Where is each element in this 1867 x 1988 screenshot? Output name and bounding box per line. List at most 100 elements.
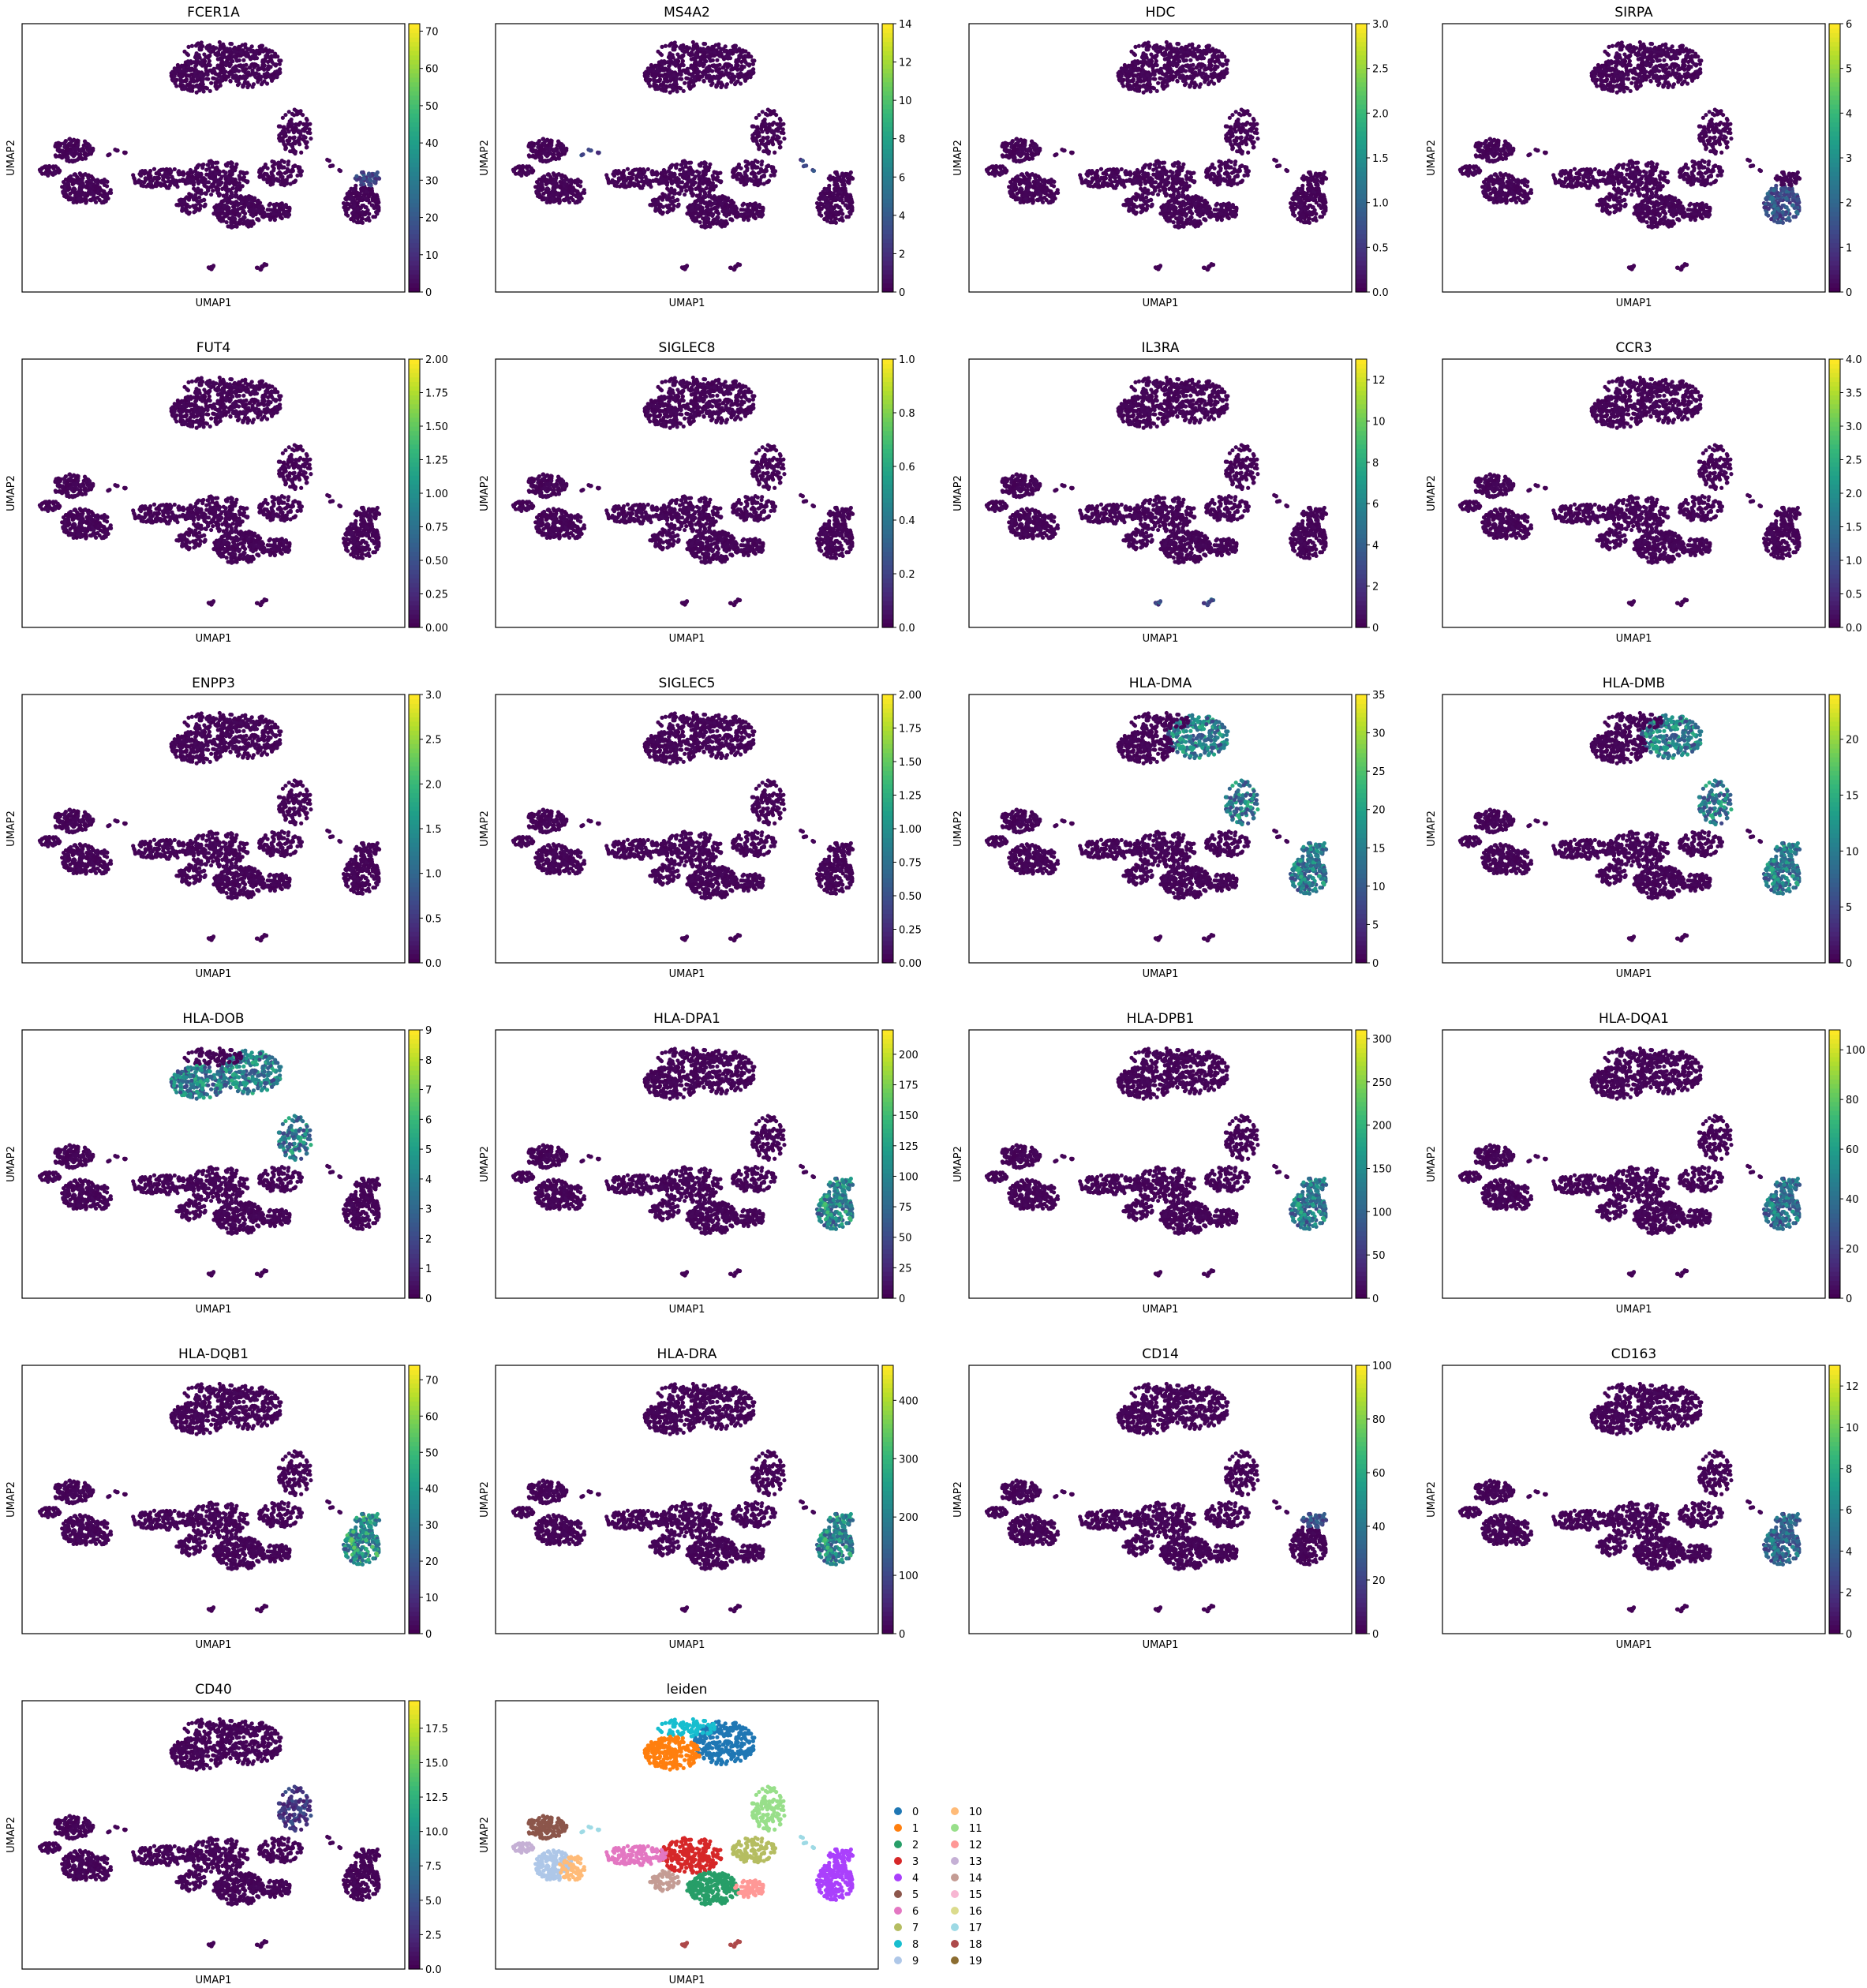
cell-point — [197, 208, 201, 212]
cell-point — [258, 76, 262, 80]
cell-point — [252, 210, 256, 214]
cell-point — [204, 202, 208, 206]
cell-point — [73, 152, 77, 156]
cell-point — [234, 224, 238, 228]
cell-point — [163, 171, 167, 175]
cell-point — [206, 163, 210, 167]
cell-point — [181, 69, 185, 73]
cell-point — [275, 54, 279, 58]
cell-point — [249, 49, 253, 53]
cell-point — [277, 124, 281, 128]
cell-point — [185, 179, 189, 183]
cell-point — [80, 178, 84, 182]
cell-point — [252, 82, 256, 86]
cell-point — [294, 141, 297, 145]
cell-point — [253, 75, 257, 79]
cell-point — [224, 181, 228, 185]
cell-point — [141, 184, 145, 188]
cell-point — [58, 154, 62, 158]
cell-point — [211, 47, 215, 51]
cell-point — [297, 129, 301, 133]
cell-point — [84, 145, 88, 149]
cell-point — [230, 186, 234, 190]
cell-point — [177, 203, 181, 207]
cell-point — [293, 164, 297, 168]
cell-point — [149, 181, 153, 185]
cell-point — [143, 169, 147, 173]
cell-point — [242, 215, 246, 219]
cell-point — [257, 51, 261, 55]
cell-point — [245, 75, 249, 79]
cell-point — [303, 140, 307, 144]
cell-point — [271, 72, 275, 76]
cell-point — [241, 197, 245, 201]
cell-point — [173, 182, 177, 186]
cell-point — [265, 81, 269, 85]
cell-point — [194, 203, 198, 207]
cell-point — [249, 222, 253, 226]
cell-point — [279, 138, 282, 142]
cell-point — [299, 174, 303, 178]
cell-point — [202, 52, 206, 56]
cell-point — [199, 43, 203, 47]
cell-point — [202, 89, 206, 93]
cell-point — [208, 185, 212, 189]
cell-point — [280, 178, 284, 182]
cell-point — [72, 147, 76, 151]
cell-point — [72, 186, 76, 190]
cell-point — [174, 84, 178, 88]
cell-point — [282, 125, 286, 129]
cell-point — [181, 178, 185, 182]
cell-point — [61, 189, 65, 193]
cell-point — [223, 177, 227, 181]
cell-point — [81, 193, 85, 197]
cell-point — [75, 200, 79, 204]
cell-point — [137, 178, 141, 182]
cell-point — [148, 170, 152, 174]
cell-point — [197, 88, 201, 92]
cell-point — [256, 80, 260, 84]
cell-point — [211, 182, 215, 185]
cell-point — [47, 166, 51, 170]
cell-point — [196, 178, 200, 182]
cell-point — [279, 206, 282, 210]
cell-point — [157, 182, 161, 186]
cell-point — [227, 216, 231, 220]
cell-point — [172, 77, 176, 81]
cell-point — [282, 160, 286, 164]
cell-point — [181, 171, 185, 175]
cell-point — [270, 79, 274, 83]
cell-point — [69, 174, 73, 178]
cell-point — [178, 84, 182, 88]
cell-point — [293, 107, 297, 111]
cell-point — [282, 130, 286, 134]
cell-point — [206, 54, 210, 58]
cell-point — [241, 64, 245, 68]
cell-point — [78, 148, 82, 152]
cell-point — [211, 189, 215, 193]
cell-point — [290, 118, 294, 122]
cell-point — [204, 180, 208, 184]
cell-point — [166, 179, 170, 183]
cell-point — [228, 42, 232, 46]
cell-point — [257, 175, 261, 179]
cell-point — [86, 176, 90, 180]
cell-point — [196, 164, 200, 168]
cell-point — [282, 135, 286, 139]
cell-point — [275, 202, 279, 206]
cell-point — [218, 40, 222, 44]
cell-point — [185, 77, 189, 81]
cell-point — [219, 219, 223, 223]
cell-point — [250, 62, 254, 66]
cell-point — [230, 162, 234, 166]
cell-point — [216, 57, 220, 61]
cell-point — [236, 47, 240, 51]
cell-point — [290, 170, 294, 174]
cell-point — [260, 208, 264, 212]
cell-point — [203, 184, 207, 188]
cell-point — [232, 76, 236, 80]
cell-point — [232, 220, 236, 224]
cell-point — [234, 165, 238, 169]
cell-point — [235, 53, 239, 57]
cell-point — [262, 68, 266, 72]
